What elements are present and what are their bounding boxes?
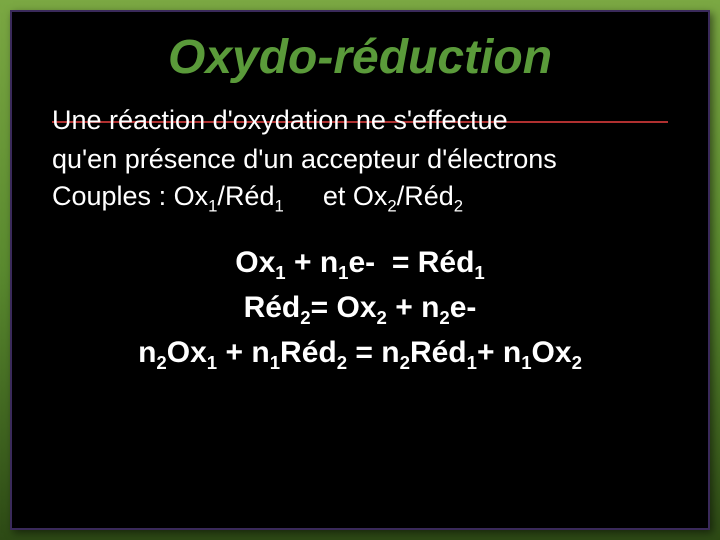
- eq3-eq: =: [355, 336, 373, 369]
- eq3-red2: Réd: [280, 336, 337, 369]
- slide-title: Oxydo-réduction: [52, 30, 668, 85]
- sub-1b: 1: [274, 197, 283, 216]
- equation-2: Réd2= Ox2 + n2e-: [52, 285, 668, 330]
- eq1-red-sub: 1: [474, 262, 484, 283]
- eq1-red: Réd: [418, 246, 475, 279]
- paragraph-line-2: qu'en présence d'un accepteur d'électron…: [52, 142, 668, 177]
- eq3-plus1: +: [225, 336, 243, 369]
- paragraph-line-1-text: Une réaction d'oxydation ne s'effectue: [52, 105, 508, 135]
- eq2-red-sub: 2: [300, 307, 310, 328]
- equation-1: Ox1 + n1e- = Réd1: [52, 240, 668, 285]
- eq3-n2a: n: [138, 336, 156, 369]
- sub-2a: 2: [387, 197, 396, 216]
- eq3-n2b-sub: 2: [400, 352, 410, 373]
- eq2-red: Réd: [244, 291, 301, 324]
- eq3-n2a-sub: 2: [156, 352, 166, 373]
- equation-block: Ox1 + n1e- = Réd1 Réd2= Ox2 + n2e- n2Ox1…: [52, 240, 668, 375]
- couples-pair2-red: Réd: [404, 181, 454, 211]
- couples-label: Couples :: [52, 181, 166, 211]
- eq3-red1-sub: 1: [467, 352, 477, 373]
- sub-1a: 1: [208, 197, 217, 216]
- eq3-plus2: +: [477, 336, 495, 369]
- couples-line: Couples : Ox1/Réd1 et Ox2/Réd2: [52, 181, 668, 212]
- eq3-ox2: Ox: [532, 336, 572, 369]
- eq3-red1: Réd: [410, 336, 467, 369]
- eq1-n-sub: 1: [338, 262, 348, 283]
- eq2-eq: =: [311, 291, 329, 324]
- eq3-ox2-sub: 2: [572, 352, 582, 373]
- eq3-n2b: n: [381, 336, 399, 369]
- eq3-n1a: n: [251, 336, 269, 369]
- eq1-e: e-: [348, 246, 375, 279]
- sub-2b: 2: [454, 197, 463, 216]
- eq1-eq: =: [392, 246, 410, 279]
- eq2-e: e-: [450, 291, 477, 324]
- eq3-red2-sub: 2: [337, 352, 347, 373]
- eq3-n1b-sub: 1: [521, 352, 531, 373]
- eq3-ox1-sub: 1: [207, 352, 217, 373]
- eq1-n: n: [320, 246, 338, 279]
- eq2-n: n: [421, 291, 439, 324]
- eq2-ox: Ox: [336, 291, 376, 324]
- eq1-ox: Ox: [235, 246, 275, 279]
- slide-frame: Oxydo-réduction Une réaction d'oxydation…: [10, 10, 710, 530]
- equation-3: n2Ox1 + n1Réd2 = n2Réd1+ n1Ox2: [52, 330, 668, 375]
- eq3-n1b: n: [503, 336, 521, 369]
- paragraph-line-2-text: qu'en présence d'un accepteur d'électron…: [52, 144, 557, 174]
- couples-pair1-ox: Ox: [174, 181, 209, 211]
- paragraph-line-1: Une réaction d'oxydation ne s'effectue: [52, 103, 668, 138]
- couples-pair1-red: Réd: [225, 181, 275, 211]
- eq2-n-sub: 2: [439, 307, 449, 328]
- eq2-ox-sub: 2: [377, 307, 387, 328]
- eq1-ox-sub: 1: [275, 262, 285, 283]
- eq3-n1a-sub: 1: [270, 352, 280, 373]
- eq3-ox1: Ox: [167, 336, 207, 369]
- couples-and: et: [323, 181, 346, 211]
- couples-pair2-ox: Ox: [353, 181, 388, 211]
